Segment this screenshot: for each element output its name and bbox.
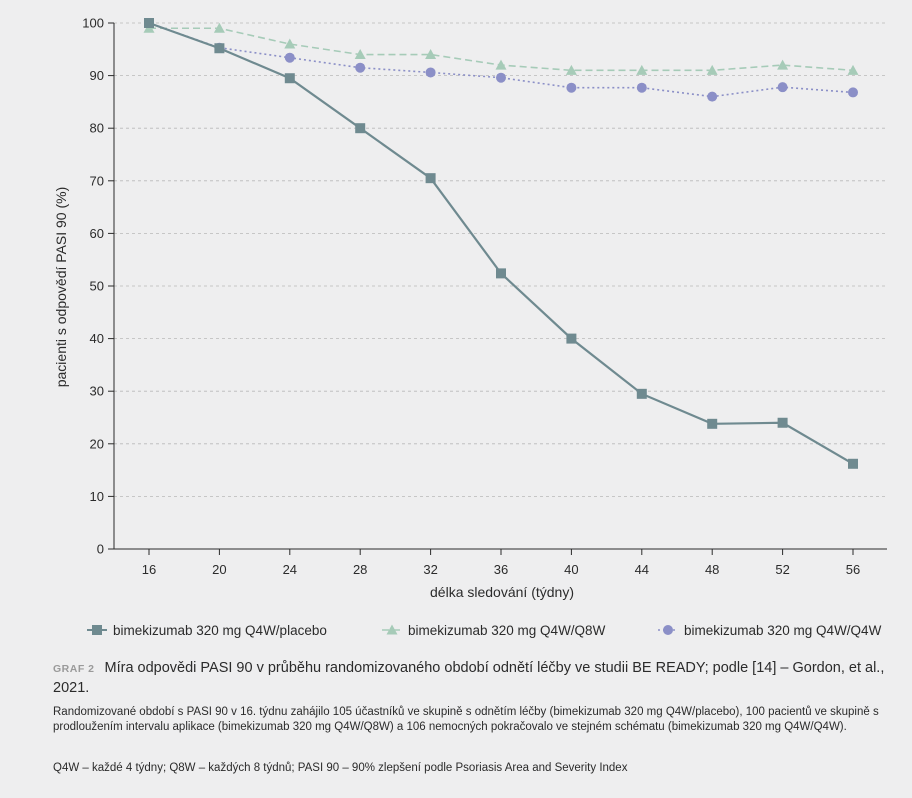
legend-item: bimekizumab 320 mg Q4W/placebo [87, 623, 327, 638]
data-point [496, 268, 506, 279]
legend-marker [386, 624, 398, 635]
x-tick-label: 24 [283, 562, 297, 577]
y-tick-label: 100 [82, 16, 104, 31]
x-tick-label: 56 [846, 562, 860, 577]
x-tick-label: 52 [775, 562, 789, 577]
x-tick-label: 16 [142, 562, 156, 577]
series-triangle [143, 22, 859, 75]
data-point [636, 82, 647, 93]
x-axis-title: délka sledování (týdny) [430, 584, 574, 600]
legend-item: bimekizumab 320 mg Q4W/Q8W [382, 623, 606, 638]
data-point [144, 18, 154, 28]
y-tick-label: 90 [90, 68, 104, 83]
y-tick-label: 70 [90, 173, 104, 188]
data-point [707, 418, 718, 429]
data-point [213, 22, 225, 33]
x-tick-label: 20 [212, 562, 226, 577]
y-axis-title: pacienti s odpovědí PASI 90 (%) [53, 187, 69, 388]
series-layer [143, 18, 859, 469]
data-point [566, 82, 577, 93]
data-point [566, 333, 577, 344]
legend-label: bimekizumab 320 mg Q4W/Q8W [408, 623, 606, 638]
data-point [636, 64, 648, 75]
gridlines [114, 22, 887, 497]
y-tick-label: 60 [90, 226, 104, 241]
series-line [148, 21, 854, 465]
figure-label: GRAF 2 [53, 663, 95, 675]
x-axis-ticks: 16 20 24 28 32 36 40 44 48 52 56 [142, 549, 860, 577]
x-tick-label: 28 [353, 562, 367, 577]
data-point [848, 458, 858, 469]
data-point [495, 59, 507, 70]
series-square [144, 18, 858, 469]
figure-caption: GRAF 2 Míra odpovědi PASI 90 v průběhu ra… [53, 659, 893, 698]
figure-note: Randomizované období s PASI 90 v 16. týd… [53, 706, 879, 733]
data-point [425, 67, 436, 78]
legend-item: bimekizumab 320 mg Q4W/Q4W [658, 623, 882, 638]
figure-title: Míra odpovědi PASI 90 v průběhu randomiz… [53, 660, 885, 696]
data-point [214, 43, 225, 54]
y-axis-ticks: 0 10 20 30 40 50 60 70 80 90 100 [82, 16, 114, 557]
y-tick-label: 50 [90, 279, 104, 294]
legend: bimekizumab 320 mg Q4W/placebo bimekizuma… [87, 623, 882, 638]
data-point [284, 73, 295, 84]
y-tick-label: 0 [97, 542, 104, 557]
y-tick-label: 80 [90, 121, 104, 136]
x-tick-label: 36 [494, 562, 508, 577]
data-point [707, 91, 718, 102]
legend-marker [663, 625, 673, 635]
data-point [354, 49, 366, 60]
y-tick-label: 10 [90, 489, 104, 504]
data-point [847, 64, 859, 75]
y-tick-label: 40 [90, 331, 104, 346]
data-point [777, 82, 788, 93]
abbreviations-note: Q4W – každé 4 týdny; Q8W – každých 8 týd… [53, 762, 628, 774]
data-point [777, 59, 789, 70]
x-tick-label: 40 [564, 562, 578, 577]
chart-canvas: 0 10 20 30 40 50 60 70 80 90 100 16 20 24 28 32 36 40 44 4… [53, 16, 887, 638]
data-point [777, 417, 788, 428]
data-point [706, 64, 718, 75]
data-point [565, 64, 577, 75]
legend-marker [92, 625, 102, 635]
x-tick-label: 44 [635, 562, 649, 577]
data-point [848, 87, 858, 98]
legend-label: bimekizumab 320 mg Q4W/placebo [113, 623, 327, 638]
legend-label: bimekizumab 320 mg Q4W/Q4W [684, 623, 882, 638]
x-tick-label: 48 [705, 562, 719, 577]
data-point [425, 173, 436, 184]
y-tick-label: 30 [90, 384, 104, 399]
data-point [355, 123, 366, 134]
data-point [496, 72, 506, 83]
data-point [284, 38, 296, 49]
x-tick-label: 32 [423, 562, 437, 577]
y-tick-label: 20 [90, 436, 104, 451]
data-point [355, 62, 366, 73]
data-point [636, 388, 647, 399]
data-point [425, 49, 437, 60]
data-point [284, 52, 295, 63]
